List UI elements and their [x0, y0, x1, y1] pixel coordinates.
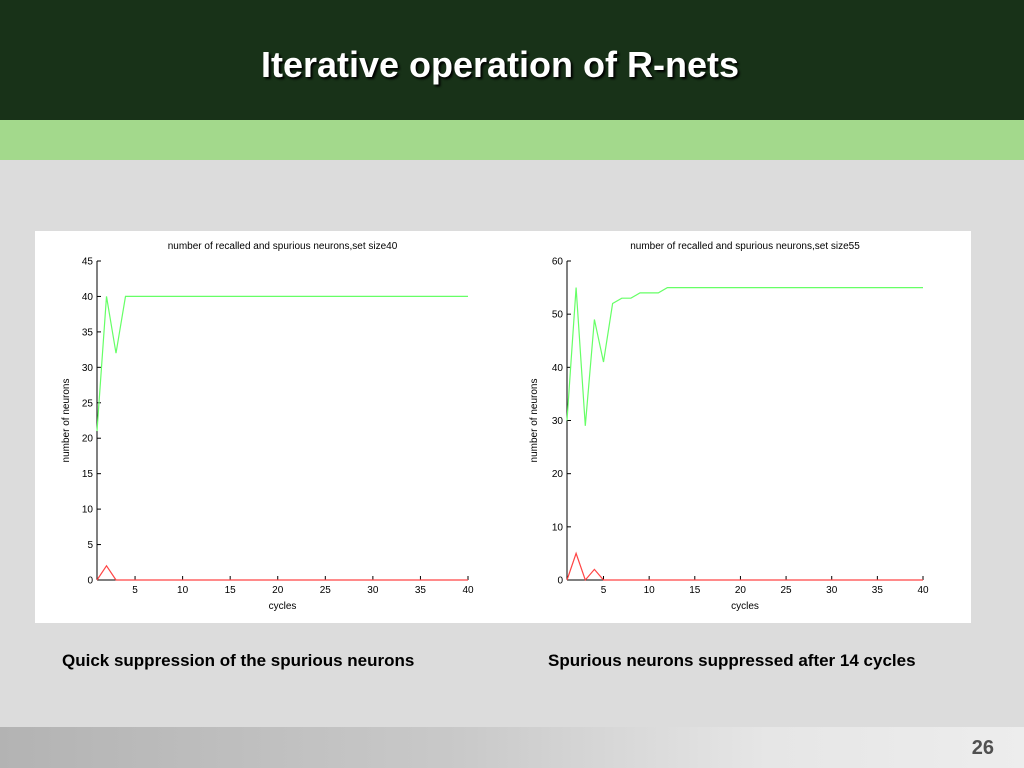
- slide-title: Iterative operation of R-nets: [260, 44, 740, 85]
- chart-left: number of recalled and spurious neurons,…: [61, 241, 474, 612]
- page-number: 26: [971, 737, 994, 759]
- chart-0-ytick-label: 5: [87, 540, 93, 551]
- chart-1-xtick-label: 15: [689, 585, 701, 596]
- chart-0-ytick-label: 20: [82, 434, 94, 445]
- chart-0-ytick-label: 35: [82, 327, 94, 338]
- chart-1-xtick-label: 20: [735, 585, 747, 596]
- chart-1-ytick-label: 40: [552, 363, 564, 374]
- chart-0-xtick-label: 15: [225, 585, 237, 596]
- chart-0-xtick-label: 20: [272, 585, 284, 596]
- chart-0-ylabel: number of neurons: [61, 379, 72, 463]
- caption-right: Spurious neurons suppressed after 14 cyc…: [548, 651, 916, 670]
- chart-0-ytick-label: 40: [82, 292, 94, 303]
- chart-0-xtick-label: 25: [320, 585, 332, 596]
- chart-0-xtick-label: 5: [132, 585, 138, 596]
- chart-0-series-0-line: [96, 295, 468, 432]
- chart-1-series-1-line: [566, 551, 923, 582]
- chart-0-ytick-label: 0: [87, 576, 93, 587]
- chart-0-xtick-label: 30: [367, 585, 379, 596]
- chart-1-ytick-label: 20: [552, 469, 564, 480]
- chart-0-title: number of recalled and spurious neurons,…: [168, 241, 398, 252]
- chart-0-series-1-line: [96, 564, 468, 581]
- chart-1-xtick-label: 35: [872, 585, 884, 596]
- chart-1-xtick-label: 25: [781, 585, 793, 596]
- chart-1-series-0-line: [566, 286, 923, 426]
- chart-0-ytick-label: 45: [82, 257, 94, 268]
- chart-1-title: number of recalled and spurious neurons,…: [630, 241, 860, 252]
- chart-1-xtick-label: 40: [917, 585, 929, 596]
- chart-0-ytick-label: 10: [82, 505, 94, 516]
- chart-1-ytick-label: 10: [552, 522, 564, 533]
- chart-1-ytick-label: 30: [552, 416, 564, 427]
- chart-0-xtick-label: 40: [462, 585, 474, 596]
- chart-0-xtick-label: 35: [415, 585, 427, 596]
- chart-1-xtick-label: 10: [644, 585, 656, 596]
- chart-0-ytick-label: 15: [82, 469, 94, 480]
- footer-bar: [0, 727, 1024, 768]
- chart-1-ytick-label: 0: [557, 576, 563, 587]
- chart-1-ytick-label: 60: [552, 257, 564, 268]
- chart-0-xtick-label: 10: [177, 585, 189, 596]
- figure-panel: number of recalled and spurious neurons,…: [35, 231, 971, 623]
- chart-right: number of recalled and spurious neurons,…: [529, 241, 929, 612]
- chart-0-ytick-label: 25: [82, 398, 94, 409]
- title-bar: [0, 0, 1024, 120]
- chart-0-ytick-label: 30: [82, 363, 94, 374]
- chart-1-ytick-label: 50: [552, 310, 564, 321]
- chart-1-xlabel: cycles: [731, 601, 759, 612]
- chart-1-xtick-label: 5: [601, 585, 607, 596]
- accent-band: [0, 120, 1024, 160]
- caption-left: Quick suppression of the spurious neuron…: [62, 651, 415, 670]
- chart-1-xtick-label: 30: [826, 585, 838, 596]
- chart-1-ylabel: number of neurons: [529, 379, 540, 463]
- chart-0-xlabel: cycles: [269, 601, 297, 612]
